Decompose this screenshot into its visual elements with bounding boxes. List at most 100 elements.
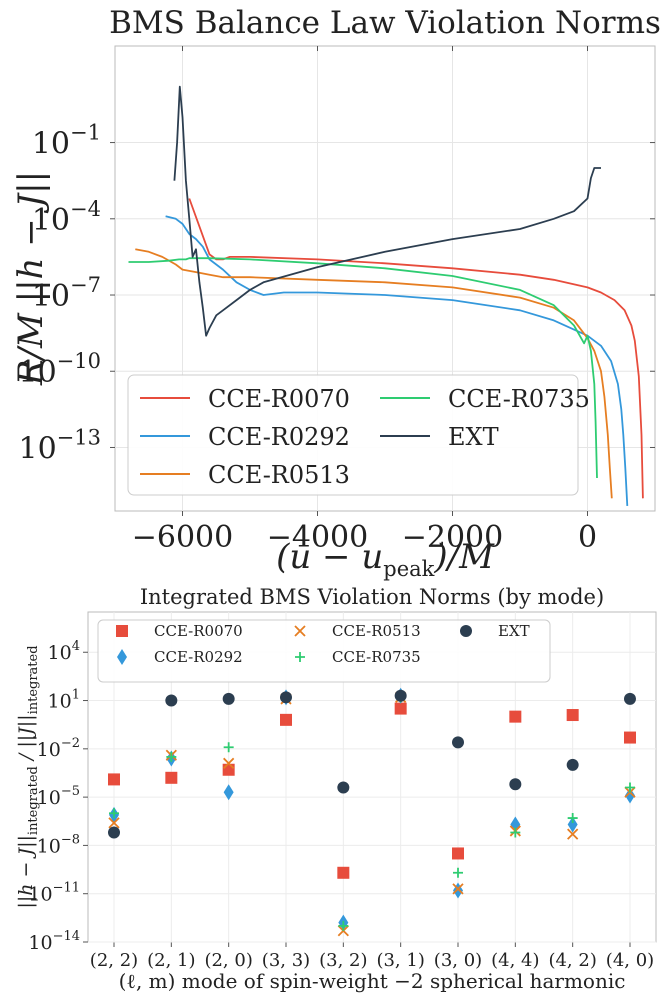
marker-ext [394, 689, 407, 702]
legend-label-cce-r0513: CCE-R0513 [332, 622, 421, 640]
x-tick-label: (4, 0) [606, 950, 654, 971]
svg-text:R/M ||h − J||: R/M ||h − J|| [11, 171, 51, 386]
legend-bottom: CCE-R0070 CCE-R0292 CCE-R0513 CCE-R0735 EXT [97, 619, 551, 683]
series-lines [128, 85, 644, 506]
marker-cce-r0513 [567, 828, 579, 840]
y-tick-label: 10−13 [18, 425, 101, 466]
marker-cce-r0070 [566, 709, 579, 722]
line-chart: −6000 −4000 −2000 0 10−110−410−710−1010−13 … [11, 5, 661, 581]
marker-cce-r0070 [280, 713, 292, 726]
series-line-ext [173, 85, 601, 337]
legend-label-ext: EXT [498, 622, 530, 640]
legend-label-ext: EXT [448, 423, 499, 451]
legend-marker-cce-r0070 [116, 625, 128, 637]
chart-title-top: BMS Balance Law Violation Norms [109, 5, 661, 41]
legend-marker-cce-r0735 [295, 652, 305, 662]
x-tick-label: (4, 4) [491, 950, 539, 971]
marker-cce-r0292 [223, 784, 234, 801]
marker-ext [452, 736, 464, 749]
scatter-chart: (2, 2) (2, 1) (2, 0) (3, 3) (3, 2) (3, 1) (3, … [15, 585, 657, 993]
x-tick-label: (3, 1) [376, 950, 424, 971]
legend-box-bottom [97, 619, 551, 683]
y-tick-labels-bottom: 104 101 10−2 10−5 10−8 10−11 10−14 [28, 639, 80, 954]
marker-cce-r0513 [452, 883, 464, 895]
x-tick-label: −2000 [402, 520, 503, 555]
x-tick-label: (4, 2) [548, 950, 596, 971]
marker-cce-r0070 [165, 771, 178, 784]
y-tick-labels-top: 10−1 10−4 10−7 10−10 10−13 [18, 121, 101, 467]
x-tick-labels-top: −6000 −4000 −2000 0 [132, 520, 597, 555]
marker-cce-r0735 [625, 782, 635, 793]
series-line-cce-r0070 [188, 198, 644, 499]
svg-text:(u − upeak)/M: (u − upeak)/M [276, 537, 495, 581]
marker-ext [566, 758, 579, 771]
legend-label-cce-r0735: CCE-R0735 [448, 385, 590, 413]
y-tick-label: 10−8 [37, 832, 80, 857]
marker-cce-r0735 [109, 808, 119, 819]
legend-marker-ext [460, 625, 472, 637]
series-markers [108, 687, 636, 937]
marker-ext [624, 692, 636, 705]
marker-cce-r0735 [223, 742, 234, 753]
x-axis-label-bottom: (ℓ, m) mode of spin-weight −2 spherical … [119, 969, 626, 993]
y-tick-label: 101 [48, 688, 80, 713]
svg-text:||h − J||integrated / ||J||int: ||h − J||integrated / ||J||integrated [15, 645, 41, 908]
x-tick-label: (3, 3) [262, 950, 310, 971]
marker-cce-r0735 [338, 920, 349, 931]
marker-cce-r0070 [337, 866, 350, 879]
x-tick-label: 0 [578, 520, 597, 555]
marker-cce-r0735 [567, 813, 578, 824]
marker-cce-r0070 [509, 710, 522, 723]
y-tick-label: 10−11 [28, 881, 80, 906]
legend-marker-cce-r0292 [117, 649, 127, 665]
x-tick-label: (2, 2) [90, 950, 138, 971]
series-line-cce-r0513 [135, 248, 613, 499]
legend-label-cce-r0070: CCE-R0070 [208, 385, 350, 413]
marker-cce-r0735 [510, 827, 521, 838]
marker-cce-r0735 [166, 751, 177, 762]
marker-cce-r0513 [223, 757, 235, 769]
marker-cce-r0070 [222, 763, 235, 776]
marker-cce-r0070 [394, 702, 407, 715]
x-axis-label-top: (u − upeak)/M [276, 537, 495, 581]
marker-cce-r0292 [625, 787, 635, 804]
marker-ext [509, 778, 522, 791]
marker-cce-r0513 [108, 817, 120, 829]
y-tick-label: 10−4 [32, 197, 101, 238]
legend-label-cce-r0292: CCE-R0292 [208, 423, 350, 451]
y-tick-label: 10−14 [28, 929, 80, 954]
marker-cce-r0070 [452, 847, 464, 860]
marker-ext [222, 692, 235, 705]
marker-cce-r0070 [624, 731, 636, 744]
y-axis-label-bottom: ||h − J||integrated / ||J||integrated [15, 645, 41, 908]
x-tick-label: −4000 [267, 520, 368, 555]
marker-ext [280, 691, 292, 704]
x-tick-label: (3, 0) [434, 950, 482, 971]
marker-cce-r0292 [567, 816, 578, 833]
y-tick-label: 10−1 [32, 121, 101, 162]
marker-ext [337, 781, 350, 794]
chart-title-bottom: Integrated BMS Violation Norms (by mode) [140, 585, 604, 609]
legend-label-cce-r0735: CCE-R0735 [332, 648, 421, 666]
legend-box-top [127, 374, 579, 496]
series-line-cce-r0292 [165, 215, 629, 506]
legend-top: CCE-R0070 CCE-R0292 CCE-R0513 CCE-R0735 EXT [127, 374, 590, 496]
y-tick-label: 10−2 [37, 736, 80, 761]
marker-cce-r0735 [453, 867, 463, 878]
y-tick-label: 10−5 [37, 784, 80, 809]
x-tick-labels-bottom: (2, 2) (2, 1) (2, 0) (3, 3) (3, 2) (3, 1) (3, … [90, 950, 654, 971]
marker-ext [108, 826, 120, 839]
y-axis-label-top: R/M ||h − J|| [11, 171, 51, 386]
series-line-cce-r0735 [128, 257, 598, 479]
y-tick-label: 10−7 [32, 273, 101, 314]
x-tick-label: (3, 2) [319, 950, 367, 971]
legend-label-cce-r0513: CCE-R0513 [208, 461, 350, 489]
legend-label-cce-r0292: CCE-R0292 [154, 648, 243, 666]
y-tick-label: 10−10 [18, 349, 101, 390]
legend-label-cce-r0070: CCE-R0070 [154, 622, 243, 640]
marker-cce-r0070 [108, 773, 120, 786]
x-tick-label: (2, 1) [147, 950, 195, 971]
x-tick-label: −6000 [132, 520, 233, 555]
y-tick-label: 104 [48, 639, 80, 664]
legend-marker-cce-r0513 [294, 625, 306, 637]
